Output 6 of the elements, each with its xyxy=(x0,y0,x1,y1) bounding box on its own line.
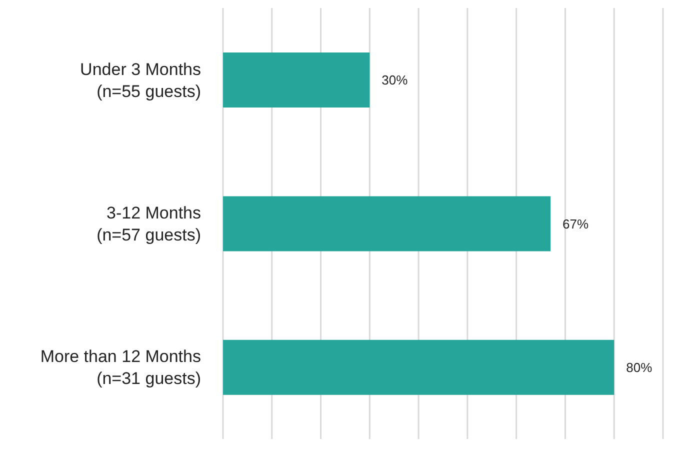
y-tick-label: More than 12 Months (n=31 guests) xyxy=(40,347,201,388)
data-label: 80% xyxy=(626,360,653,375)
y-tick-label: Under 3 Months (n=55 guests) xyxy=(80,60,201,101)
data-label: 30% xyxy=(382,72,408,88)
data-label: 67% xyxy=(562,216,590,232)
y-tick-label: 3-12 Months (n=57 guests) xyxy=(96,204,201,244)
